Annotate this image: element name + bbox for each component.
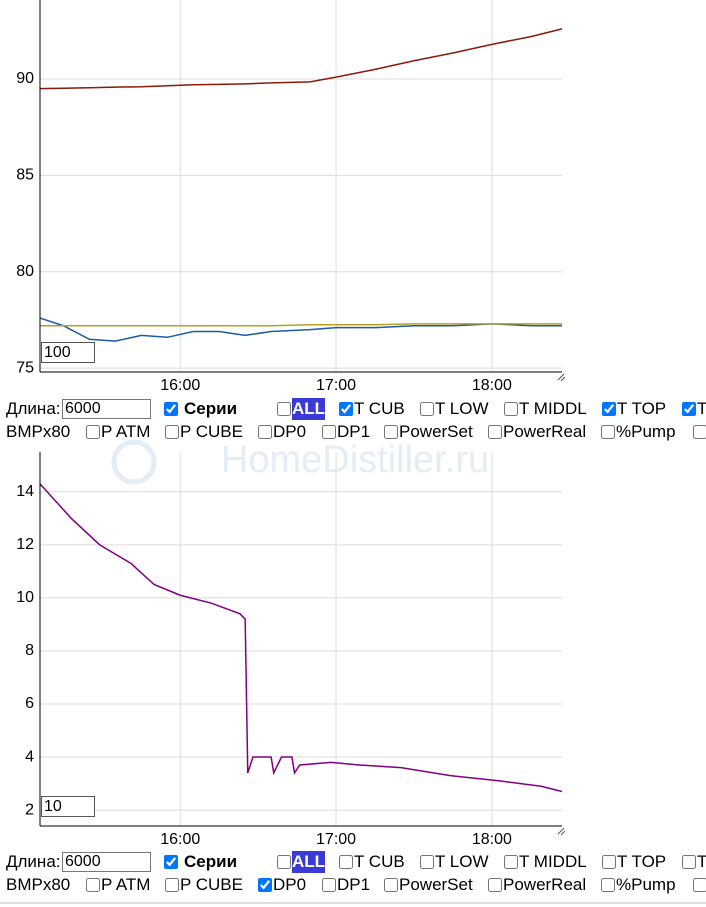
- series-label: Серии: [184, 399, 238, 418]
- y-tick-label: 85: [16, 167, 34, 184]
- option-label[interactable]: T TOP: [617, 852, 667, 871]
- option-label[interactable]: T: [697, 852, 706, 871]
- option-label[interactable]: BMPx80: [6, 875, 71, 894]
- option-label[interactable]: PowerReal: [503, 422, 587, 441]
- option-label[interactable]: T MIDDL: [519, 399, 587, 418]
- option-checkbox[interactable]: [682, 855, 696, 869]
- option-checkbox[interactable]: [384, 878, 398, 892]
- option-label[interactable]: PowerSet: [399, 875, 473, 894]
- series-line: [39, 483, 563, 793]
- option-checkbox[interactable]: [86, 425, 100, 439]
- option-checkbox[interactable]: [601, 425, 615, 439]
- series-line: [39, 28, 563, 90]
- option-label[interactable]: T CUB: [354, 852, 405, 871]
- option-checkbox[interactable]: [602, 855, 616, 869]
- option-label[interactable]: PowerSet: [399, 422, 473, 441]
- series-line: [39, 317, 562, 342]
- window-input[interactable]: 100: [41, 342, 95, 363]
- option-label[interactable]: ALL: [292, 398, 326, 420]
- option-label[interactable]: DP1: [337, 422, 371, 441]
- length-label: Длина:: [6, 852, 61, 871]
- x-tick-label: 18:00: [472, 831, 512, 848]
- option-label[interactable]: P CUBE: [180, 422, 243, 441]
- y-tick-label: 6: [25, 695, 34, 712]
- option-checkbox[interactable]: [258, 425, 272, 439]
- x-tick-label: 18:00: [472, 377, 512, 394]
- option-checkbox[interactable]: [693, 878, 706, 892]
- control-row: BMPx80 P ATM P CUBE DP0 DP1 PowerSet PowerReal…: [0, 421, 706, 443]
- option-checkbox[interactable]: [165, 425, 179, 439]
- option-checkbox[interactable]: [86, 878, 100, 892]
- option-checkbox[interactable]: [277, 402, 291, 416]
- option-label[interactable]: T LOW: [435, 852, 489, 871]
- x-tick-label: 16:00: [160, 831, 200, 848]
- series-checkbox[interactable]: [164, 855, 178, 869]
- option-label[interactable]: P ATM: [101, 875, 151, 894]
- option-label[interactable]: T TOP: [617, 399, 667, 418]
- option-label[interactable]: PowerReal: [503, 875, 587, 894]
- option-checkbox[interactable]: [488, 425, 502, 439]
- x-tick-label: 17:00: [316, 831, 356, 848]
- option-checkbox[interactable]: [339, 402, 353, 416]
- series-line: [40, 323, 562, 327]
- option-label[interactable]: T MIDDL: [519, 852, 587, 871]
- option-label[interactable]: T: [697, 399, 706, 418]
- option-checkbox[interactable]: [277, 855, 291, 869]
- option-checkbox[interactable]: [504, 402, 518, 416]
- option-label[interactable]: %Pump: [616, 422, 676, 441]
- series-checkbox[interactable]: [164, 402, 178, 416]
- y-tick-label: 2: [25, 801, 34, 818]
- y-tick-label: 14: [16, 483, 34, 500]
- y-tick-label: 8: [25, 642, 34, 659]
- option-label[interactable]: ALL: [292, 851, 326, 873]
- x-tick-label: 17:00: [316, 377, 356, 394]
- y-tick-label: 12: [16, 536, 34, 553]
- option-label[interactable]: DP0: [273, 875, 307, 894]
- option-label[interactable]: DP1: [337, 875, 371, 894]
- y-tick-label: 4: [25, 748, 34, 765]
- option-checkbox[interactable]: [322, 878, 336, 892]
- y-tick-label: 80: [16, 263, 34, 280]
- option-label[interactable]: DP0: [273, 422, 307, 441]
- option-label[interactable]: %Pump: [616, 875, 676, 894]
- length-label: Длина:: [6, 399, 61, 418]
- control-row: Длина: 6000 Серии ALL T CUB T LOW T MIDDL T TOP…: [0, 851, 706, 873]
- length-input[interactable]: 6000: [62, 852, 151, 872]
- option-checkbox[interactable]: [165, 878, 179, 892]
- option-checkbox[interactable]: [420, 402, 434, 416]
- y-tick-label: 75: [16, 359, 34, 376]
- option-label[interactable]: T LOW: [435, 399, 489, 418]
- option-checkbox[interactable]: [693, 425, 706, 439]
- option-checkbox[interactable]: [488, 878, 502, 892]
- option-checkbox[interactable]: [258, 878, 272, 892]
- option-label[interactable]: BMPx80: [6, 422, 71, 441]
- option-checkbox[interactable]: [339, 855, 353, 869]
- series-label: Серии: [184, 852, 238, 871]
- option-checkbox[interactable]: [601, 878, 615, 892]
- option-checkbox[interactable]: [322, 425, 336, 439]
- length-input[interactable]: 6000: [62, 399, 151, 419]
- window-input[interactable]: 10: [41, 796, 95, 817]
- y-tick-label: 90: [16, 70, 34, 87]
- option-checkbox[interactable]: [682, 402, 696, 416]
- option-label[interactable]: P CUBE: [180, 875, 243, 894]
- option-label[interactable]: T CUB: [354, 399, 405, 418]
- option-checkbox[interactable]: [602, 402, 616, 416]
- resize-handle: [557, 827, 566, 836]
- x-tick-label: 16:00: [160, 377, 200, 394]
- watermark-icon: [111, 439, 157, 485]
- control-row: BMPx80 P ATM P CUBE DP0 DP1 PowerSet PowerReal…: [0, 874, 706, 896]
- y-tick-label: 10: [16, 589, 34, 606]
- option-checkbox[interactable]: [504, 855, 518, 869]
- option-label[interactable]: P ATM: [101, 422, 151, 441]
- control-row: Длина: 6000 Серии ALL T CUB T LOW T MIDDL T TOP…: [0, 398, 706, 420]
- watermark: HomeDistiller.ru: [221, 439, 489, 481]
- option-checkbox[interactable]: [384, 425, 398, 439]
- resize-handle: [557, 373, 566, 382]
- option-checkbox[interactable]: [420, 855, 434, 869]
